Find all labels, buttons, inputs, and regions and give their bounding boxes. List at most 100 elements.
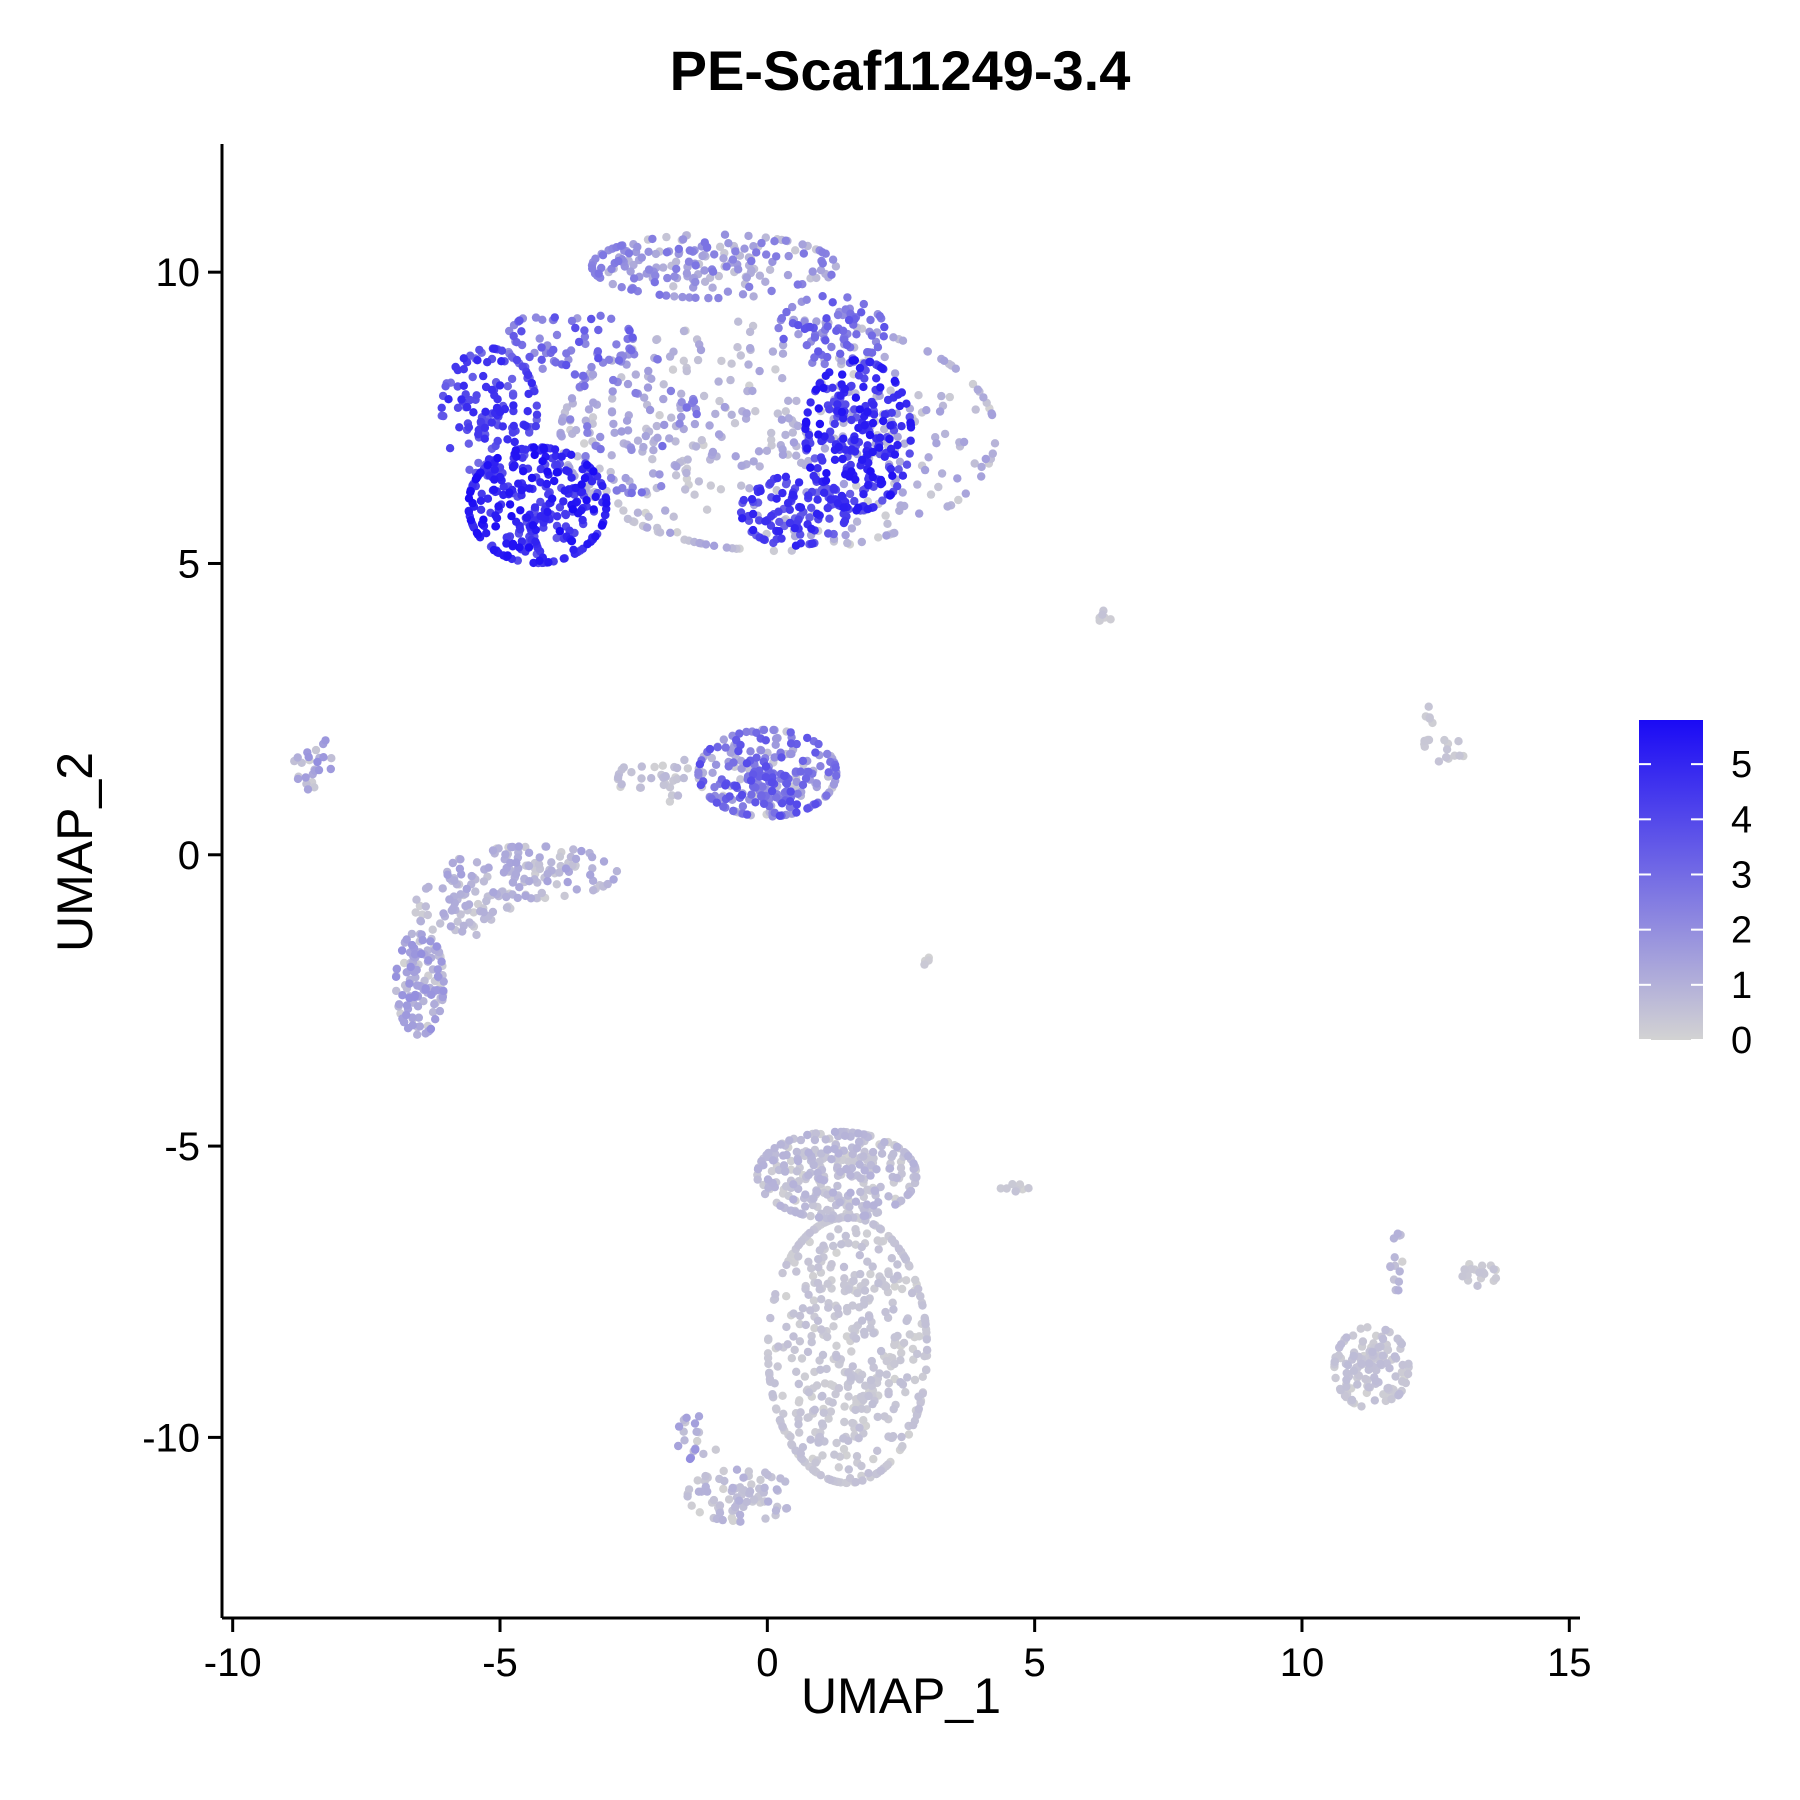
cell-point xyxy=(424,956,433,965)
cell-point xyxy=(650,762,659,772)
cell-point xyxy=(606,467,615,477)
cell-point xyxy=(658,441,667,451)
cell-point xyxy=(872,1165,881,1174)
cell-point xyxy=(865,430,875,440)
cell-point xyxy=(535,556,544,565)
cell-point xyxy=(431,1015,440,1024)
cell-point xyxy=(708,267,718,276)
cell-point xyxy=(729,806,738,816)
cell-point xyxy=(798,1443,808,1452)
cell-point xyxy=(1363,1323,1372,1332)
cell-point xyxy=(495,407,505,417)
cell-point xyxy=(671,471,681,480)
cell-point xyxy=(1381,1325,1390,1335)
cell-point xyxy=(818,1391,827,1401)
cell-point xyxy=(674,244,683,254)
cell-point xyxy=(736,351,745,360)
cell-point xyxy=(1390,1253,1399,1262)
cell-point xyxy=(920,465,930,475)
cell-point xyxy=(650,278,659,287)
cell-point xyxy=(889,1149,898,1159)
cell-point xyxy=(596,444,605,454)
y-axis-title: UMAP_2 xyxy=(47,752,103,952)
cell-point xyxy=(690,1419,700,1428)
cell-point xyxy=(459,354,468,363)
cell-point xyxy=(818,1451,827,1460)
cell-point xyxy=(796,1135,806,1145)
cell-point xyxy=(321,736,330,745)
cell-point xyxy=(577,480,586,489)
cell-point xyxy=(524,861,534,871)
y-tick-label: -5 xyxy=(164,1125,200,1169)
cell-point xyxy=(523,370,533,380)
cell-point xyxy=(677,398,686,407)
cell-point xyxy=(561,864,571,873)
cell-point xyxy=(602,499,611,508)
cell-point xyxy=(840,384,850,394)
cell-point xyxy=(820,1379,830,1388)
cell-point xyxy=(509,331,518,341)
cell-point xyxy=(833,1181,842,1191)
cell-point xyxy=(847,1347,856,1356)
cell-point xyxy=(707,753,716,763)
cell-point xyxy=(904,1151,913,1161)
cell-point xyxy=(809,1194,818,1203)
cell-point xyxy=(593,347,603,356)
cell-point xyxy=(979,393,988,402)
cell-point xyxy=(808,267,817,276)
cell-point xyxy=(685,246,694,255)
cell-point xyxy=(794,1420,803,1429)
cell-point xyxy=(559,554,568,563)
cell-point xyxy=(959,437,969,447)
cell-point xyxy=(445,444,455,453)
cell-point xyxy=(481,407,490,416)
cell-point xyxy=(778,374,787,383)
cell-point xyxy=(836,349,845,358)
cell-point xyxy=(766,478,775,488)
cell-point xyxy=(623,379,633,389)
color-legend: 0 1 2 3 4 5 xyxy=(1639,720,1752,1062)
cell-point xyxy=(789,1309,798,1318)
cell-point xyxy=(567,394,577,403)
cell-point xyxy=(879,332,888,341)
cell-point xyxy=(827,1214,836,1223)
cell-point xyxy=(616,241,626,250)
cell-point xyxy=(531,422,540,431)
cell-point xyxy=(708,447,718,457)
cell-point xyxy=(860,1286,870,1295)
cell-point xyxy=(775,1415,785,1425)
cell-point xyxy=(902,1276,911,1285)
cell-point xyxy=(588,413,598,422)
cell-point xyxy=(628,333,637,342)
cell-point xyxy=(410,992,419,1002)
cell-point xyxy=(614,499,623,508)
cell-point xyxy=(833,310,843,320)
cell-point xyxy=(822,1364,831,1374)
cell-point xyxy=(652,335,661,345)
cell-point xyxy=(889,1305,898,1314)
cell-point xyxy=(651,271,660,280)
cell-point xyxy=(791,541,801,550)
cell-point xyxy=(501,850,510,859)
x-tick-label: 15 xyxy=(1547,1641,1592,1685)
cell-point xyxy=(439,986,448,996)
cell-point xyxy=(1387,1395,1396,1404)
cell-point xyxy=(423,910,432,920)
cell-point xyxy=(505,488,514,497)
cell-point xyxy=(869,1454,878,1464)
cell-point xyxy=(1403,1369,1413,1379)
cell-point xyxy=(804,1388,814,1397)
cell-point xyxy=(793,280,802,289)
cell-point xyxy=(880,425,889,434)
cell-point xyxy=(818,456,827,465)
cell-point xyxy=(777,415,787,424)
cell-point xyxy=(774,1342,783,1351)
cell-point xyxy=(516,506,525,515)
cell-point xyxy=(738,802,748,811)
cell-point xyxy=(1440,735,1449,745)
cell-point xyxy=(474,430,483,439)
cell-point xyxy=(608,394,617,403)
cell-point xyxy=(532,410,542,419)
cell-point xyxy=(1394,1286,1403,1295)
cell-point xyxy=(1349,1366,1359,1376)
